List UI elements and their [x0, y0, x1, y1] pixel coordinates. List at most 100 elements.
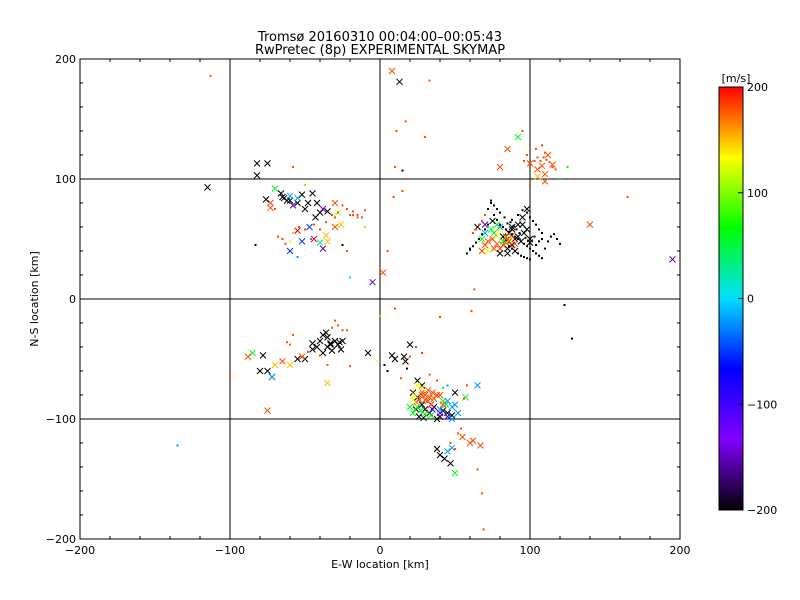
data-point-dot	[406, 367, 408, 370]
data-point-dot	[428, 373, 431, 376]
data-point-x	[294, 355, 301, 363]
data-point-dot	[535, 252, 537, 255]
data-point-x	[309, 190, 316, 197]
data-point-dot	[511, 233, 513, 236]
data-point-dot	[517, 238, 519, 240]
data-point-dot	[319, 228, 321, 231]
data-point-x	[526, 239, 534, 246]
data-point-dot	[292, 334, 294, 336]
data-point-dot	[506, 222, 509, 225]
data-point-dot	[532, 220, 534, 222]
data-point-x	[478, 247, 486, 255]
data-point-dot	[341, 329, 344, 332]
data-point-x	[253, 172, 261, 179]
data-point-dot	[493, 204, 495, 207]
colorbar-tick-label: −200	[747, 504, 777, 517]
data-point-x	[316, 239, 324, 246]
y-axis-ticks: −200 −100 0 100 200	[46, 53, 680, 546]
data-point-dot	[538, 240, 540, 243]
data-point-x	[256, 367, 264, 375]
data-point-dot	[515, 228, 518, 231]
data-point-x	[411, 391, 418, 399]
data-point-x	[294, 194, 301, 202]
data-point-x	[504, 145, 511, 153]
data-point-dot	[517, 214, 519, 216]
grid-lines	[80, 59, 680, 539]
data-point-x	[541, 170, 549, 178]
data-point-dot	[502, 226, 504, 228]
data-point-x	[388, 67, 396, 75]
data-point-x	[490, 245, 498, 252]
data-point-dot	[520, 254, 522, 257]
data-point-dot	[518, 232, 521, 234]
data-point-x	[451, 469, 459, 477]
chart-title: Tromsø 20160310 00:04:00–00:05:43	[257, 30, 502, 45]
data-point-x	[444, 397, 451, 405]
data-point-x	[327, 341, 334, 348]
data-point-dot	[541, 238, 543, 240]
data-point-dot	[482, 528, 485, 531]
data-point-dot	[463, 397, 465, 400]
data-point-dot	[404, 120, 407, 123]
data-point-x	[396, 78, 403, 86]
data-point-x	[534, 166, 541, 173]
data-point-x	[669, 256, 676, 263]
data-point-dot	[475, 241, 477, 244]
data-point-dot	[508, 230, 510, 233]
data-point-dot	[341, 204, 344, 207]
data-point-x	[298, 353, 306, 360]
data-point-dot	[538, 254, 540, 257]
data-point-x	[433, 445, 441, 453]
data-point-dot	[487, 208, 489, 210]
data-point-x	[444, 448, 451, 455]
data-point-dot	[274, 208, 276, 210]
data-point-dot	[545, 158, 548, 161]
data-point-x	[523, 205, 531, 213]
data-point-dot	[529, 184, 531, 186]
data-point-x	[451, 389, 459, 396]
data-point-x	[286, 361, 294, 369]
data-point-x	[414, 382, 421, 389]
data-point-x	[277, 190, 285, 197]
data-point-dot	[424, 136, 426, 138]
x-tick-label: 200	[670, 544, 691, 557]
data-point-dot	[550, 235, 552, 238]
data-point-dot	[566, 166, 569, 168]
data-point-dot	[394, 307, 396, 310]
data-point-x	[418, 391, 426, 399]
data-point-x	[336, 338, 343, 346]
data-point-x	[268, 373, 276, 381]
y-tick-label: −200	[46, 533, 76, 546]
data-point-dot	[512, 224, 515, 227]
data-point-dot	[296, 256, 299, 258]
data-point-x	[538, 162, 546, 170]
data-point-dot	[394, 166, 396, 168]
data-point-dot	[472, 232, 474, 234]
data-point-dot	[476, 468, 479, 471]
data-point-x	[324, 208, 331, 215]
data-point-x	[514, 233, 522, 240]
data-point-x	[309, 346, 316, 353]
data-point-x	[427, 412, 435, 419]
data-point-dot	[490, 202, 492, 204]
data-point-dot	[346, 208, 348, 210]
data-point-dot	[563, 304, 566, 306]
data-point-dot	[481, 492, 483, 495]
data-point-x	[337, 346, 345, 353]
data-point-x	[436, 451, 444, 459]
colorbar-ticks: 200 100 0 −100 −200	[738, 81, 777, 517]
data-point-x	[504, 250, 511, 257]
data-point-dot	[460, 427, 462, 430]
data-point-dot	[539, 160, 542, 162]
data-point-dot	[548, 161, 551, 164]
data-point-x	[448, 415, 456, 423]
data-point-dot	[478, 223, 480, 226]
data-point-dot	[526, 257, 528, 260]
data-point-dot	[304, 184, 306, 186]
data-point-x	[459, 433, 466, 441]
data-point-x	[490, 229, 498, 237]
data-point-dot	[511, 218, 513, 221]
data-point-x	[364, 349, 372, 357]
data-point-dot	[521, 130, 524, 132]
data-point-dot	[401, 190, 404, 192]
